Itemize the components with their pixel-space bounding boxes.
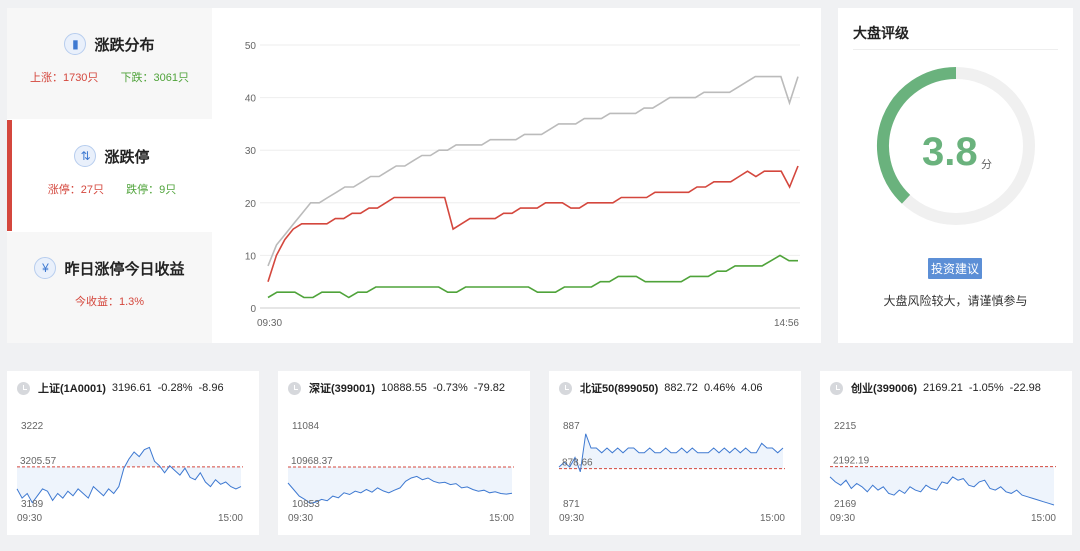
index-pct: 0.46% xyxy=(703,382,736,394)
tab-title: 昨日涨停今日收益 xyxy=(64,260,185,278)
series-line-2 xyxy=(267,254,798,299)
area-fill xyxy=(830,466,1054,505)
index-card-shanghai[interactable]: 上证(1A0001) 3196.61 -0.28% -8.96 3222 3205… xyxy=(7,371,259,535)
index-pct: -0.73% xyxy=(432,382,468,394)
index-card-shenzhen[interactable]: 深证(399001) 10888.55 -0.73% -79.82 11084 1… xyxy=(278,371,530,535)
rise-count: 上涨：1730只 xyxy=(29,72,99,84)
limit-up-count: 涨停：27只 xyxy=(47,184,104,196)
index-sparkline: 3222 3205.57 3189 09:30 15:00 xyxy=(16,421,243,524)
y-tick-label: 0 xyxy=(250,304,256,315)
time-end-label: 15:00 xyxy=(218,513,243,524)
rating-score: 3.8 xyxy=(922,130,978,174)
gauge-arc xyxy=(877,67,957,204)
y-tick-label: 30 xyxy=(245,146,257,157)
index-name: 创业(399006) xyxy=(851,383,918,395)
index-pct: -0.28% xyxy=(157,382,193,394)
index-chg: -79.82 xyxy=(473,382,505,394)
low-label: 2169 xyxy=(834,499,857,510)
rating-gauge xyxy=(877,67,1035,225)
high-label: 2215 xyxy=(834,421,857,432)
index-card-chinext[interactable]: 创业(399006) 2169.21 -1.05% -22.98 2215 219… xyxy=(820,371,1072,535)
limit-down-count: 跌停：9只 xyxy=(126,184,177,196)
high-label: 11084 xyxy=(292,421,320,432)
clock-icon xyxy=(17,381,30,395)
base-label: 878.66 xyxy=(562,458,593,469)
index-value: 882.72 xyxy=(664,382,698,394)
index-value: 3196.61 xyxy=(111,382,152,394)
investment-advice-badge[interactable]: 投资建议 xyxy=(928,258,983,279)
market-rating-panel: 大盘评级 3.8 分 投资建议 大盘风险较大，请谨慎参与 xyxy=(838,8,1073,343)
high-label: 3222 xyxy=(21,421,44,432)
index-name: 北证50(899050) xyxy=(580,383,659,395)
clock-icon xyxy=(830,381,843,395)
limit-line-chart: 0 10 20 30 40 50 09:30 14:56 xyxy=(245,41,800,329)
low-label: 10853 xyxy=(292,499,320,510)
index-card-beijing50[interactable]: 北证50(899050) 882.72 0.46% 4.06 887 878.66… xyxy=(549,371,801,535)
price-line xyxy=(829,476,1055,506)
tab-limit-up-down[interactable]: ⇅ 涨跌停 涨停：27只 跌停：9只 xyxy=(7,120,212,231)
index-name: 上证(1A0001) xyxy=(38,383,106,395)
bar-chart-icon: ▮ xyxy=(64,33,87,55)
limit-stats-panel: ▮ 涨跌分布 上涨：1730只 下跌：3061只 ⇅ 涨跌停 涨停：27只 跌停… xyxy=(7,8,821,343)
index-chg: -8.96 xyxy=(198,382,224,394)
time-start-label: 09:30 xyxy=(288,513,313,524)
clock-icon xyxy=(288,381,301,395)
tab-title: 涨跌停 xyxy=(104,148,150,166)
area-fill xyxy=(559,433,783,472)
time-start-label: 09:30 xyxy=(830,513,855,524)
high-label: 887 xyxy=(563,421,580,432)
index-pct: -1.05% xyxy=(968,382,1004,394)
base-label: 10968.37 xyxy=(291,456,333,467)
time-end-label: 15:00 xyxy=(1031,513,1056,524)
divider xyxy=(853,49,1058,50)
y-tick-label: 50 xyxy=(245,41,257,52)
index-value: 10888.55 xyxy=(381,382,427,394)
rating-title: 大盘评级 xyxy=(853,25,909,41)
base-label: 2192.19 xyxy=(833,456,870,467)
tab-rise-fall-distribution[interactable]: ▮ 涨跌分布 上涨：1730只 下跌：3061只 xyxy=(7,8,212,119)
clock-icon xyxy=(559,381,572,395)
area-fill xyxy=(17,447,241,503)
index-chg: -22.98 xyxy=(1009,382,1041,394)
investment-advice-text: 大盘风险较大，请谨慎参与 xyxy=(883,294,1028,308)
x-tick-label: 14:56 xyxy=(774,318,799,329)
low-label: 871 xyxy=(563,499,580,510)
series-line-0 xyxy=(267,75,799,267)
time-start-label: 09:30 xyxy=(17,513,42,524)
rating-unit: 分 xyxy=(981,159,992,171)
time-end-label: 15:00 xyxy=(760,513,785,524)
today-return: 今收益：1.3% xyxy=(74,296,145,308)
y-tick-label: 20 xyxy=(245,199,257,210)
y-tick-label: 10 xyxy=(245,251,257,262)
y-tick-label: 40 xyxy=(245,94,257,105)
low-label: 3189 xyxy=(21,499,44,510)
base-label: 3205.57 xyxy=(20,456,57,467)
index-name: 深证(399001) xyxy=(309,383,376,395)
price-line xyxy=(287,475,513,504)
time-end-label: 15:00 xyxy=(489,513,514,524)
index-sparkline: 887 878.66 871 09:30 15:00 xyxy=(558,421,785,524)
up-down-arrows-icon: ⇅ xyxy=(74,145,97,167)
time-start-label: 09:30 xyxy=(559,513,584,524)
series-line-1 xyxy=(267,165,799,282)
price-line xyxy=(558,433,784,472)
x-tick-label: 09:30 xyxy=(257,318,282,329)
fall-count: 下跌：3061只 xyxy=(120,72,190,84)
tab-yesterday-limit-up-return[interactable]: ¥ 昨日涨停今日收益 今收益：1.3% xyxy=(7,232,212,343)
price-line xyxy=(16,446,242,504)
index-value: 2169.21 xyxy=(923,382,963,394)
index-sparkline: 11084 10968.37 10853 09:30 15:00 xyxy=(287,421,514,524)
area-fill xyxy=(288,467,512,504)
tab-title: 涨跌分布 xyxy=(94,36,155,54)
yen-icon: ¥ xyxy=(34,257,57,279)
index-chg: 4.06 xyxy=(741,382,763,394)
index-sparkline: 2215 2192.19 2169 09:30 15:00 xyxy=(829,421,1056,524)
